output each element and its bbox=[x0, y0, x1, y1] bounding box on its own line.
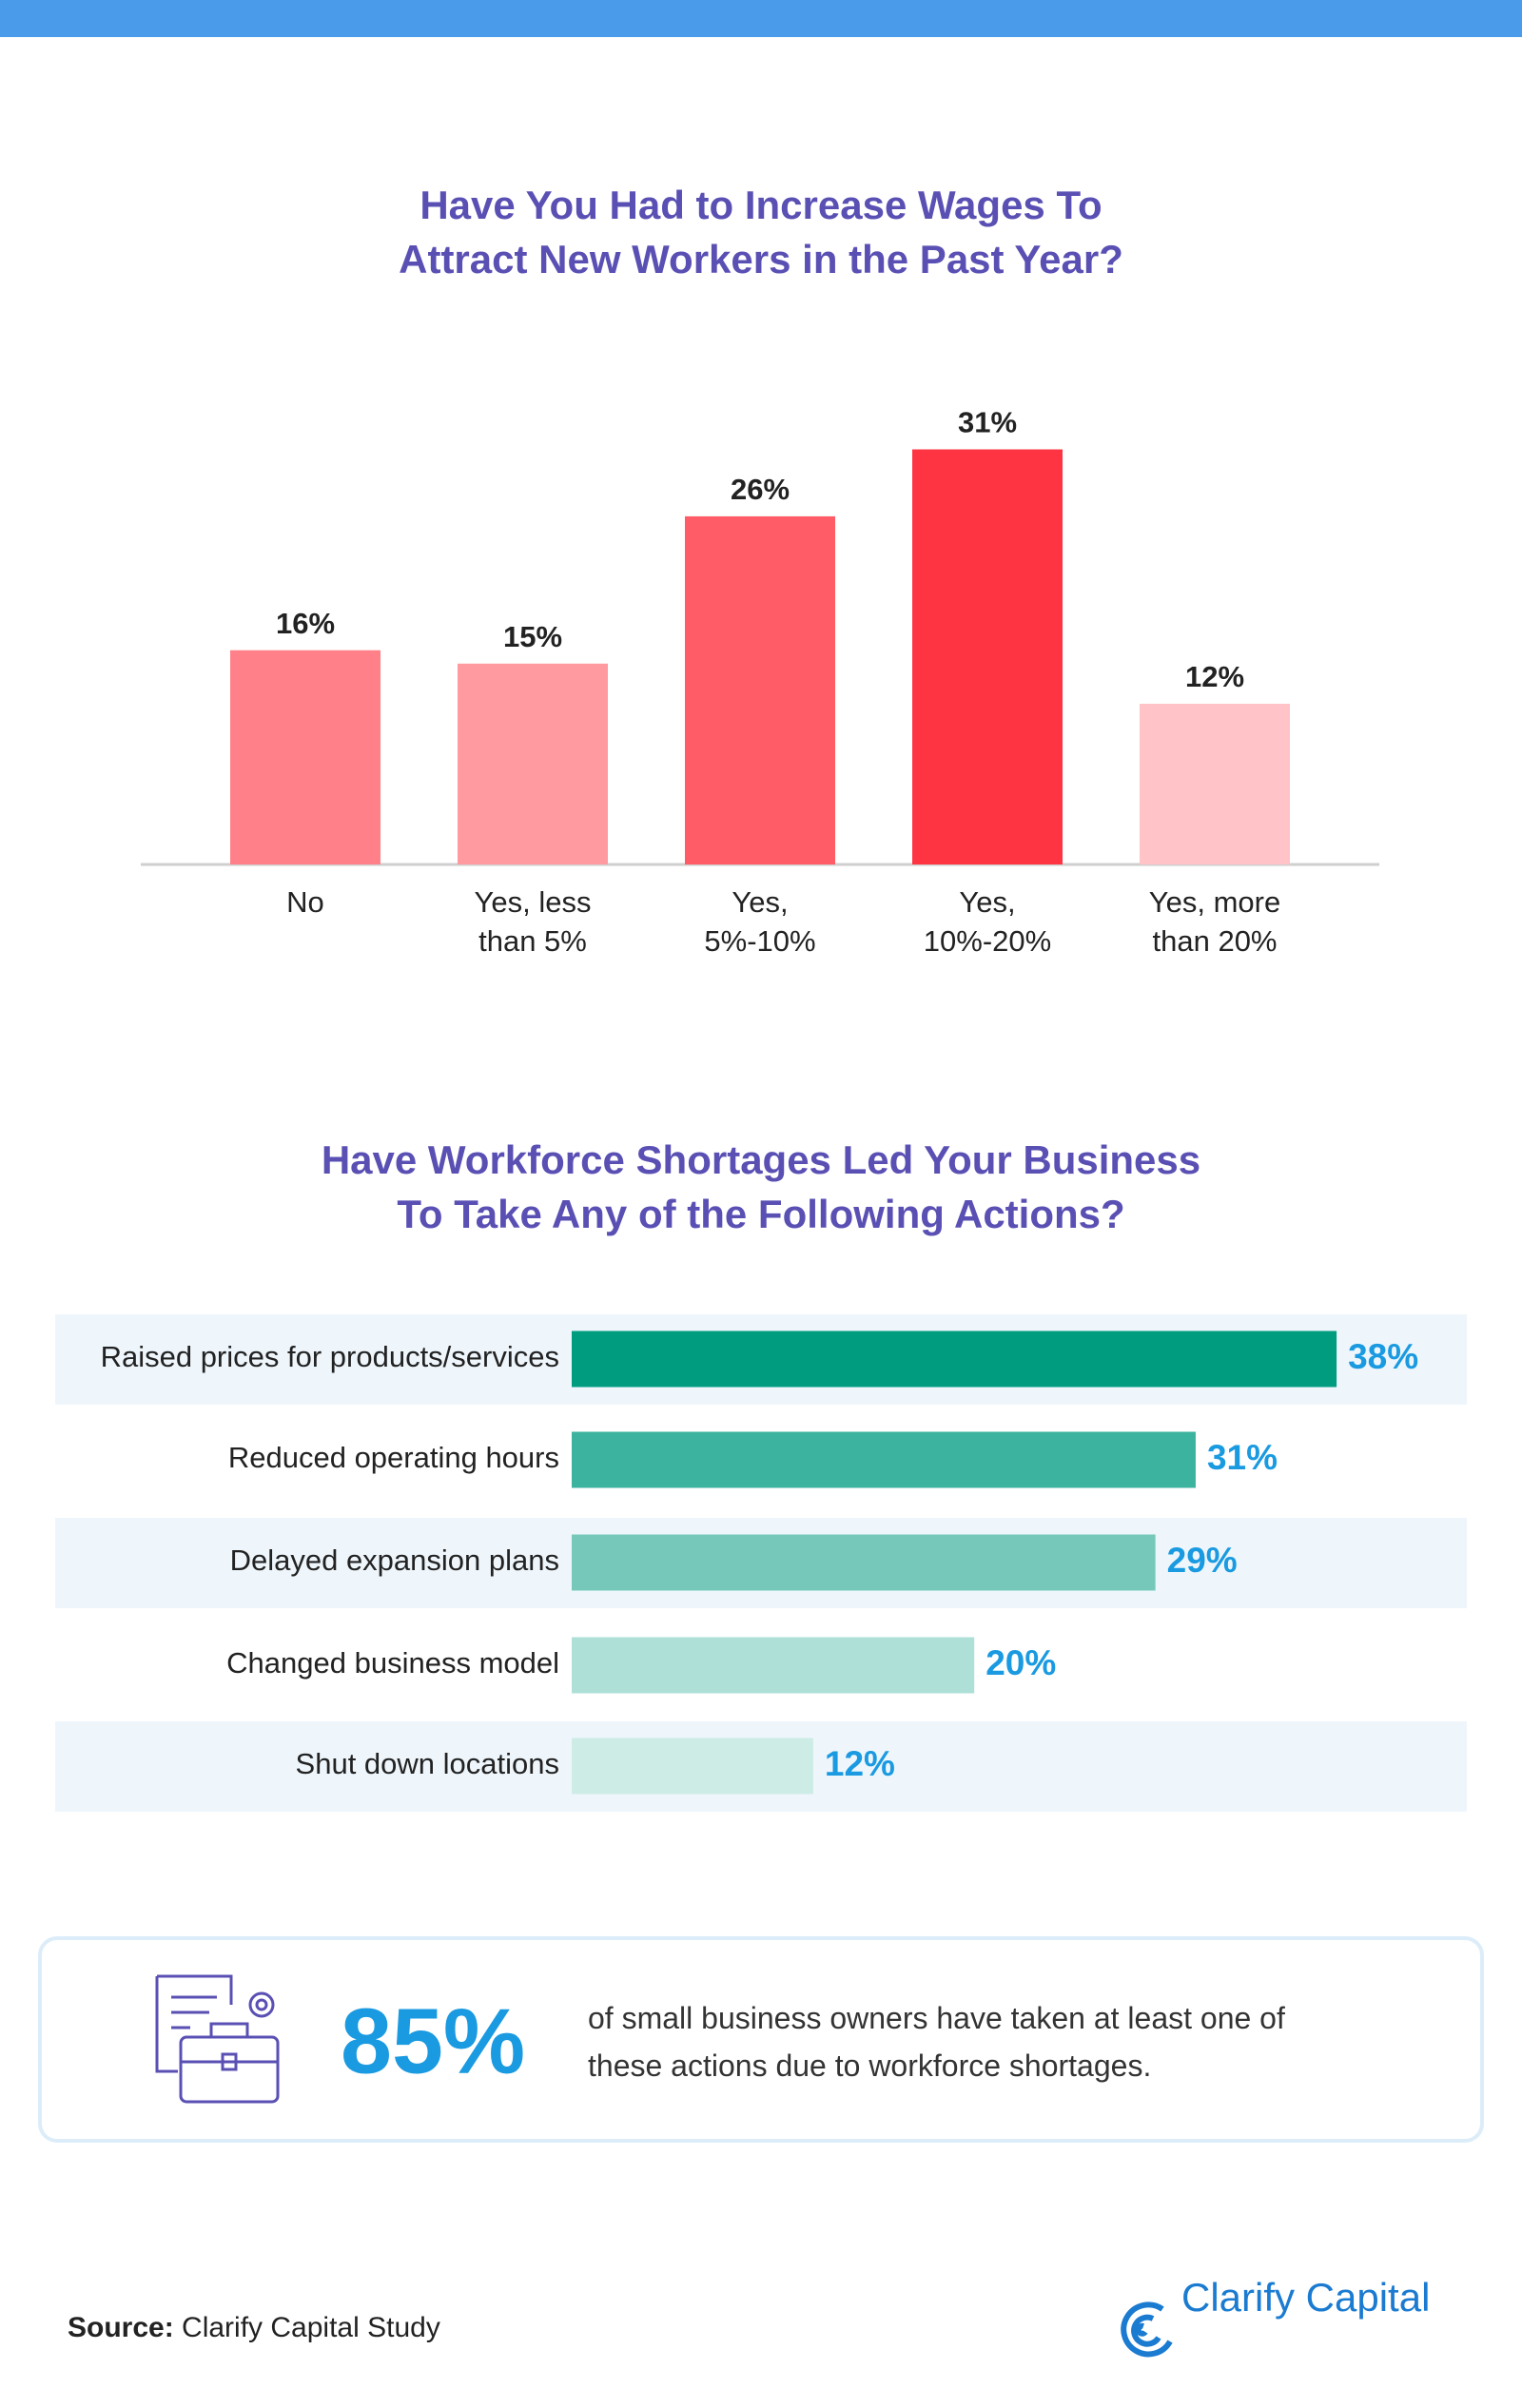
x-tick-label: Yes, more than 20% bbox=[1149, 885, 1280, 958]
y-tick-label: Raised prices for products/services bbox=[101, 1340, 559, 1373]
bar bbox=[230, 650, 380, 864]
value-label: 12% bbox=[825, 1744, 895, 1783]
x-tick-label: Yes, 5%-10% bbox=[704, 885, 815, 958]
value-label: 16% bbox=[276, 607, 335, 640]
y-tick-label: Delayed expansion plans bbox=[230, 1544, 559, 1577]
bar bbox=[572, 1738, 813, 1795]
bar-chart: 16% No 15% Yes, less than 5% 26% Yes, 5%-10% 31%… bbox=[230, 406, 1290, 958]
briefcase-icon bbox=[155, 1974, 280, 2104]
bar bbox=[912, 449, 1063, 864]
source-text: Clarify Capital Study bbox=[182, 2312, 440, 2343]
chart-title: Have You Had to Increase Wages To Attract… bbox=[399, 183, 1123, 282]
value-label: 26% bbox=[731, 473, 790, 506]
value-label: 12% bbox=[1185, 660, 1244, 693]
value-label: 29% bbox=[1167, 1541, 1238, 1580]
x-tick-label: Yes, less than 5% bbox=[475, 885, 592, 958]
source-label: Source: bbox=[68, 2312, 174, 2343]
chart-title: Have Workforce Shortages Led Your Busine… bbox=[322, 1137, 1200, 1236]
bar bbox=[572, 1534, 1156, 1591]
y-tick-label: Reduced operating hours bbox=[228, 1441, 559, 1474]
bar bbox=[572, 1637, 975, 1694]
callout-text: of small business owners have taken at l… bbox=[588, 2001, 1285, 2083]
bar bbox=[1140, 704, 1290, 864]
x-tick-label: No bbox=[286, 885, 324, 919]
y-tick-label: Shut down locations bbox=[296, 1747, 559, 1780]
bar bbox=[572, 1330, 1337, 1388]
value-label: 38% bbox=[1348, 1337, 1418, 1376]
callout-stat: 85% bbox=[341, 1990, 525, 2093]
top-bar bbox=[0, 0, 1522, 37]
callout-box bbox=[38, 1936, 1484, 2143]
value-label: 31% bbox=[958, 406, 1017, 439]
source: Source: Clarify Capital Study bbox=[68, 2312, 440, 2343]
value-label: 20% bbox=[985, 1643, 1056, 1682]
value-label: 31% bbox=[1207, 1438, 1278, 1477]
hbar-chart: Raised prices for products/services 38% Re… bbox=[55, 1314, 1467, 1812]
x-tick-label: Yes, 10%-20% bbox=[924, 885, 1051, 958]
value-label: 15% bbox=[503, 620, 562, 653]
bar bbox=[458, 663, 608, 864]
bar bbox=[572, 1431, 1196, 1488]
logo-icon bbox=[1121, 2301, 1173, 2358]
logo-text: Clarify Capital bbox=[1181, 2275, 1430, 2320]
bar bbox=[685, 515, 835, 864]
y-tick-label: Changed business model bbox=[226, 1646, 559, 1680]
